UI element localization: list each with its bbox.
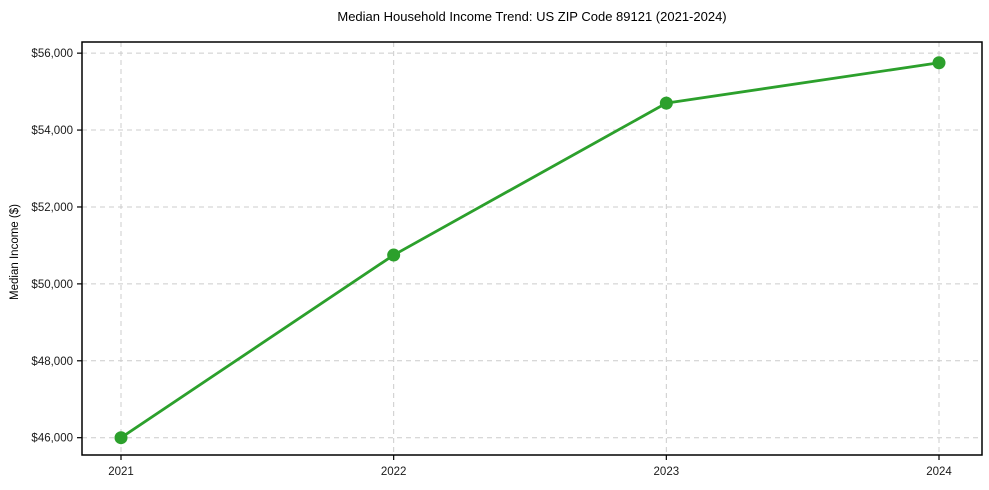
y-tick-label: $52,000 (31, 202, 73, 214)
x-tick-label: 2022 (381, 466, 407, 478)
y-tick-label: $56,000 (31, 48, 73, 60)
chart-title: Median Household Income Trend: US ZIP Co… (337, 9, 727, 24)
x-tick-label: 2023 (654, 466, 680, 478)
data-point (932, 56, 946, 70)
y-tick-label: $48,000 (31, 356, 73, 368)
trend-line (119, 61, 941, 440)
x-tick-label: 2024 (926, 466, 952, 478)
y-tick-label: $54,000 (31, 125, 73, 137)
data-point (387, 248, 401, 262)
x-tick-label: 2021 (108, 466, 134, 478)
plot-border (81, 41, 983, 456)
y-tick-label: $46,000 (31, 433, 73, 445)
y-tick-label: $50,000 (31, 279, 73, 291)
data-point (659, 96, 673, 110)
data-point (114, 431, 128, 445)
